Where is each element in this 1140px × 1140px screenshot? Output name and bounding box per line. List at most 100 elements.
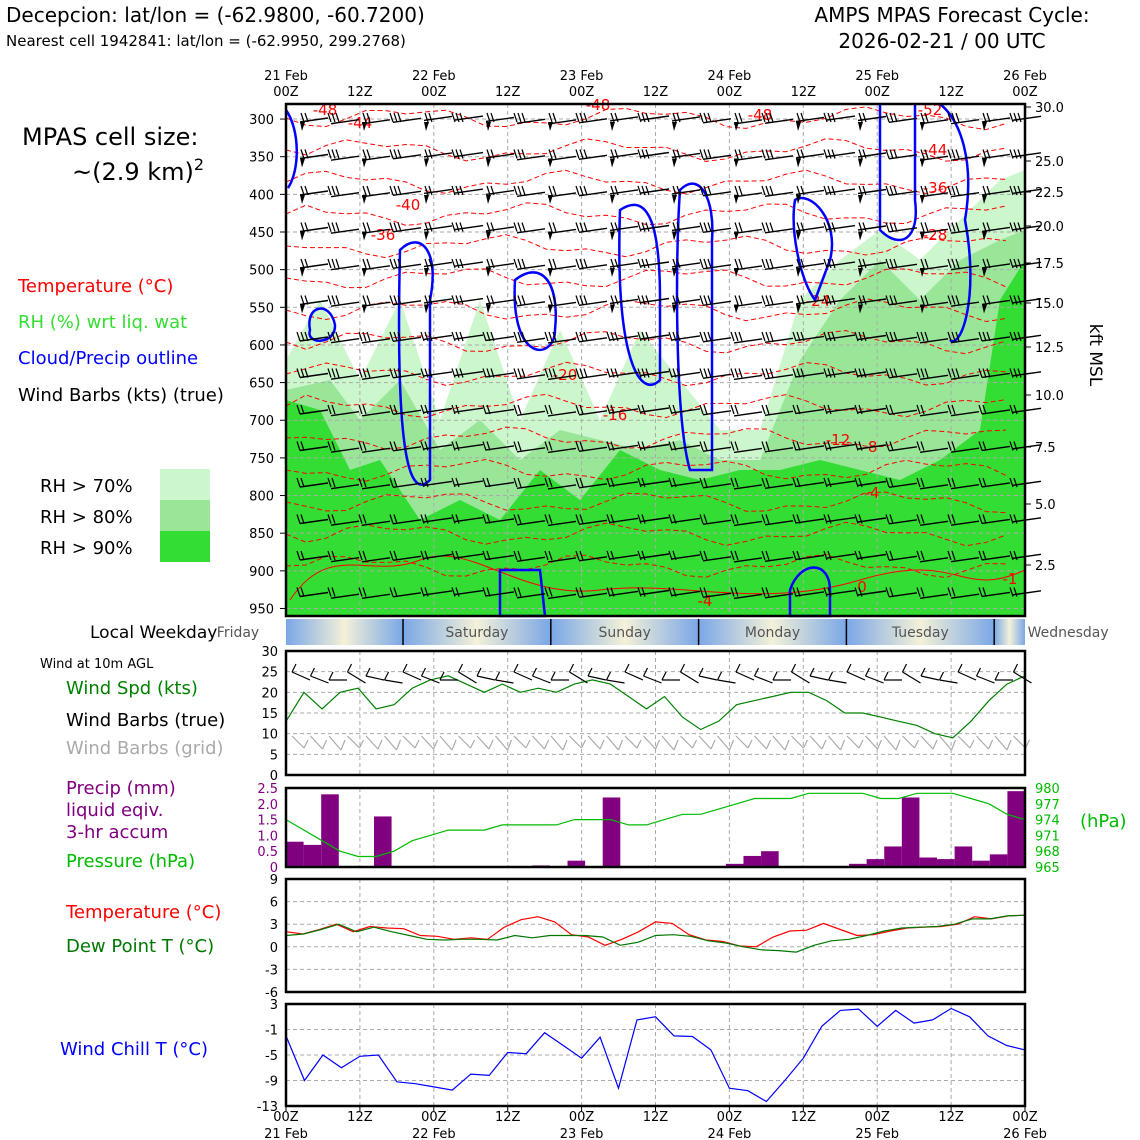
wind-barb	[981, 295, 1011, 314]
wind-barb	[513, 295, 546, 307]
wind-barb	[296, 404, 329, 415]
wind-barb	[792, 477, 825, 488]
wind-barb	[761, 441, 794, 453]
wind-barb	[513, 587, 546, 599]
left-tick-label: 9	[270, 873, 278, 888]
temperature-line	[285, 914, 1026, 948]
wind-barb	[981, 258, 1011, 277]
wind-barb	[575, 587, 608, 599]
wind-barb	[885, 112, 918, 123]
precip-bar	[321, 794, 339, 867]
contour-label: -36	[923, 179, 948, 197]
station-title: Decepcion: lat/lon = (-62.9800, -60.7200…	[6, 3, 425, 27]
wind-barb	[699, 404, 732, 416]
wind-barb	[761, 295, 794, 307]
wind-barb	[575, 368, 608, 380]
wind-barb	[389, 441, 422, 452]
grid-wind-barb	[513, 735, 531, 749]
wind-barb	[699, 587, 732, 599]
pressure-tick-label: 550	[249, 301, 274, 316]
wind-barb	[885, 185, 918, 196]
weekday-label: Wednesday	[1028, 625, 1109, 641]
wind-barb	[547, 258, 577, 277]
wind-barb	[885, 295, 918, 306]
wind-barb	[358, 514, 391, 527]
wind-barb	[792, 550, 825, 561]
surface-wind-barb	[291, 663, 311, 681]
wind-barb	[637, 514, 670, 524]
wind-barb	[699, 149, 732, 161]
wind-barb	[327, 550, 360, 563]
legend-temperature: Temperature (°C)	[17, 276, 173, 297]
wind-barb	[451, 185, 484, 196]
kft-tick-label: 7.5	[1035, 441, 1056, 456]
rh80-label: RH > 80%	[40, 507, 133, 528]
wind-barb	[795, 149, 825, 168]
legend-rh: RH (%) wrt liq. wat	[18, 312, 187, 333]
wind-barb	[761, 185, 794, 197]
dewpoint-line	[285, 914, 1026, 953]
wind-barb	[668, 441, 701, 451]
right-tick-label: 965	[1035, 861, 1060, 876]
wind-barb	[919, 295, 949, 314]
wind-barb	[296, 441, 329, 452]
precip-bar	[567, 860, 586, 867]
wind-barb	[606, 514, 639, 524]
wind-barb	[981, 112, 1011, 131]
top-day-label: 26 Feb	[1003, 69, 1047, 84]
wind-barb	[451, 441, 484, 451]
wind-barb	[544, 477, 577, 490]
top-hour-label: 00Z	[569, 85, 595, 100]
cross-section-panel: 300 350 400 450 500 550 600 650 700 750 800 850 900 9…	[249, 96, 1064, 617]
wind-barb	[699, 368, 732, 380]
wind-barb	[547, 149, 577, 168]
wind-barb	[575, 477, 608, 489]
wind-barb	[485, 222, 515, 241]
wind-barb	[327, 404, 360, 417]
wind-barb	[671, 222, 701, 241]
wind-barb	[389, 477, 422, 488]
wind-barb	[792, 368, 825, 378]
wind-barb	[854, 331, 887, 342]
wind-barb	[885, 441, 918, 452]
pressure-tick-label: 850	[249, 527, 274, 542]
dewpoint-panel-label: Dew Point T (°C)	[66, 936, 214, 957]
wind-barb	[451, 514, 484, 524]
wind-barb	[854, 368, 887, 378]
wind-barb	[327, 258, 360, 271]
left-tick-label: 30	[261, 645, 278, 660]
top-hour-label: 12Z	[938, 85, 964, 100]
bottom-day-label: 24 Feb	[708, 1127, 752, 1140]
weekday-cell	[550, 619, 699, 645]
temperature-contour	[285, 491, 1007, 514]
precip-bar	[303, 844, 322, 867]
grid-wind-barb	[717, 735, 735, 751]
surface-wind-barb	[753, 667, 773, 684]
station-subtitle: Nearest cell 1942841: lat/lon = (-62.995…	[6, 32, 406, 50]
wind-barb	[575, 441, 608, 453]
wind-barb	[761, 112, 794, 124]
wind-barb	[730, 587, 763, 600]
bottom-time-axis: 00Z 21 Feb 12Z 00Z 22 Feb 12Z 00Z 23 Feb 12Z 00Z 2…	[264, 1106, 1047, 1140]
wind-barb	[761, 477, 794, 489]
grid-wind-barb	[624, 735, 642, 749]
wind-barb	[730, 550, 763, 563]
rh70-swatch	[160, 469, 210, 500]
left-tick-label: -3	[265, 963, 278, 978]
weekday-label: Friday	[217, 625, 259, 641]
wind-barb	[978, 368, 1011, 379]
contour-label: -40	[396, 196, 421, 214]
wind-barb	[547, 185, 577, 204]
wind-barb	[609, 112, 639, 131]
wind-barb	[761, 331, 794, 343]
cloud-outline	[675, 182, 714, 472]
temperature-contour	[285, 393, 1007, 419]
wind-barb	[389, 149, 422, 160]
wind-barb	[296, 331, 329, 342]
grid-wind-barb	[476, 735, 494, 750]
surface-wind-barb	[346, 663, 366, 684]
wind-barb	[482, 477, 515, 488]
contour-label: 0	[857, 578, 867, 596]
pressure-tick-label: 650	[249, 377, 274, 392]
precip-panel-frame	[284, 786, 1027, 869]
